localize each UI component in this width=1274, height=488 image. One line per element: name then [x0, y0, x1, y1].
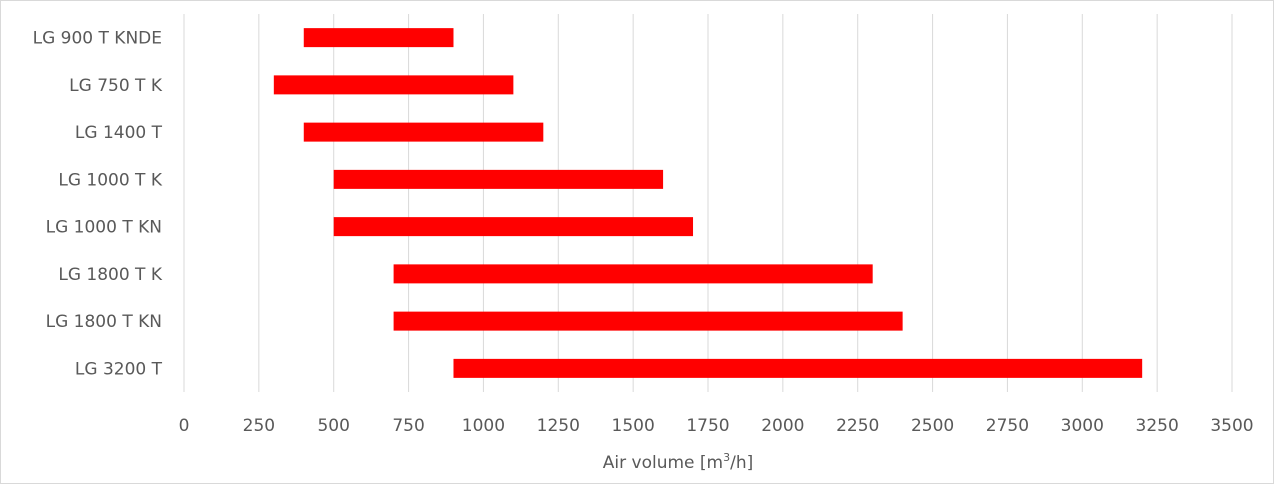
x-tick-label: 3000: [1061, 416, 1104, 436]
x-tick-label: 1000: [462, 416, 505, 436]
x-axis-title-suffix: /h]: [730, 453, 753, 473]
x-tick-label: 500: [317, 416, 349, 436]
x-tick-label: 2500: [911, 416, 954, 436]
category-label: LG 1400 T: [75, 123, 163, 143]
category-label: LG 750 T K: [69, 76, 163, 96]
x-tick-label: 2750: [986, 416, 1029, 436]
bar-lg-1000-t-kn: [333, 217, 694, 237]
category-label: LG 1000 T KN: [46, 218, 162, 238]
x-tick-label: 250: [243, 416, 275, 436]
bar-lg-750-t-k: [273, 75, 514, 95]
bar-lg-3200-t: [453, 358, 1143, 378]
x-axis-title-main: Air volume [m: [603, 453, 723, 473]
x-tick-label: 3500: [1210, 416, 1253, 436]
category-label: LG 900 T KNDE: [33, 29, 162, 49]
x-tick-label: 2000: [761, 416, 804, 436]
bar-lg-1800-t-kn: [393, 311, 903, 331]
x-tick-label: 2250: [836, 416, 879, 436]
bar-lg-1000-t-k: [333, 169, 664, 189]
category-label: LG 1000 T K: [58, 170, 163, 190]
x-tick-label: 3250: [1136, 416, 1179, 436]
x-tick-label: 1250: [537, 416, 580, 436]
bar-lg-900-t-knde: [303, 28, 454, 48]
category-label: LG 3200 T: [75, 359, 163, 379]
gridlines: [183, 14, 1233, 392]
x-tick-label: 1750: [686, 416, 729, 436]
category-label: LG 1800 T K: [58, 265, 163, 285]
bar-lg-1400-t: [303, 122, 544, 142]
category-label: LG 1800 T KN: [46, 312, 162, 332]
x-tick-label: 0: [179, 416, 190, 436]
bar-lg-1800-t-k: [393, 264, 873, 284]
x-tick-labels: 0 250 500 750 1000 1250 1500 1750 2000 2250 2500 27…: [179, 416, 1254, 436]
category-labels: LG 900 T KNDE LG 750 T K LG 1400 T LG 1000 …: [33, 29, 163, 380]
bars: [273, 28, 1143, 378]
x-axis-title-superscript: 3: [723, 451, 730, 464]
x-tick-label: 750: [392, 416, 424, 436]
x-tick-label: 1500: [612, 416, 655, 436]
x-axis-title: Air volume [m3/h]: [603, 451, 753, 473]
